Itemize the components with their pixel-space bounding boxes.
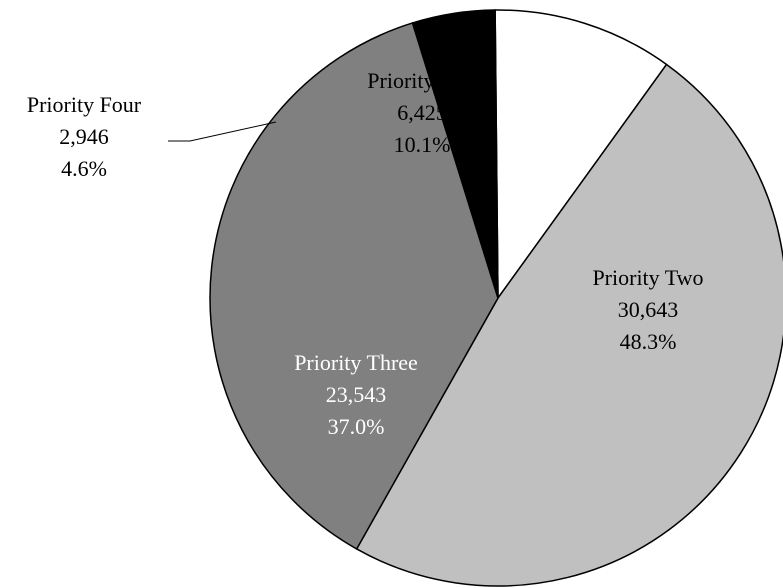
pie-slice-priority-two xyxy=(355,63,783,587)
leader-line-priority-four xyxy=(168,121,277,142)
pie-slice-priority-three xyxy=(209,22,499,550)
slice-percent-label: 4.6% xyxy=(61,156,107,181)
pie-slice-priority-four xyxy=(411,9,499,299)
data-label-priority-four: Priority Four 2,946 4.6% xyxy=(27,92,142,181)
slice-name-label: Priority Two xyxy=(592,265,703,290)
slice-name-label: Priority Three xyxy=(294,350,418,375)
slice-percent-label: 48.3% xyxy=(620,329,677,354)
slice-percent-label: 10.1% xyxy=(394,132,451,157)
slice-value-label: 30,643 xyxy=(618,297,679,322)
slice-name-label: Priority Four xyxy=(27,92,142,117)
slice-percent-label: 37.0% xyxy=(328,414,385,439)
data-label-priority-two: Priority Two 30,643 48.3% xyxy=(592,265,703,354)
data-label-priority-three: Priority Three 23,543 37.0% xyxy=(294,350,418,439)
slice-value-label: 6,425 xyxy=(397,100,447,125)
slice-value-label: 2,946 xyxy=(59,124,109,149)
slice-name-label: Priority One xyxy=(367,68,476,93)
slice-value-label: 23,543 xyxy=(326,382,387,407)
pie-slice-priority-one xyxy=(494,9,668,301)
data-label-priority-one: Priority One 6,425 10.1% xyxy=(367,68,476,157)
